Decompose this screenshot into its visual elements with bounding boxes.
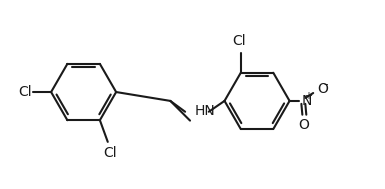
Text: HN: HN xyxy=(195,104,216,118)
Text: O: O xyxy=(317,82,328,96)
Text: Cl: Cl xyxy=(103,146,117,160)
Text: Cl: Cl xyxy=(18,85,32,99)
Text: N: N xyxy=(301,94,312,108)
Text: Cl: Cl xyxy=(232,34,246,48)
Text: -: - xyxy=(324,78,328,91)
Text: +: + xyxy=(304,91,312,101)
Text: O: O xyxy=(298,118,309,132)
